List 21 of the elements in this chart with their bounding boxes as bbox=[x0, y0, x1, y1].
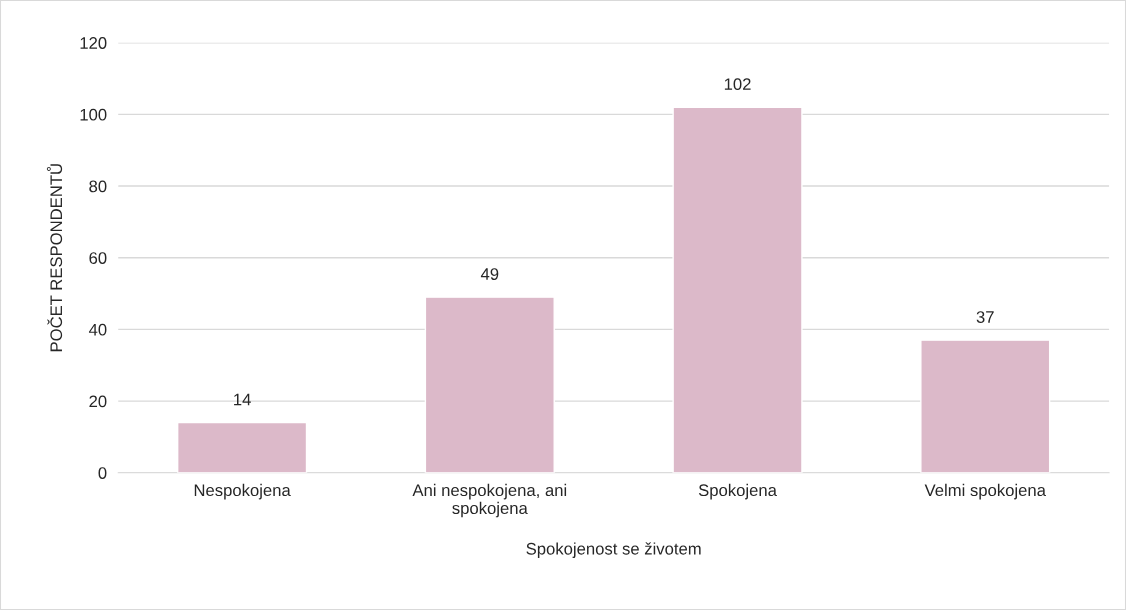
y-tick-label: 120 bbox=[80, 37, 107, 49]
x-axis-title: Spokojenost se životem bbox=[526, 542, 701, 558]
x-tick-label: Spokojena bbox=[698, 483, 777, 500]
x-tick-label: Velmi spokojena bbox=[924, 483, 1046, 500]
bar bbox=[424, 296, 555, 473]
data-label: 14 bbox=[234, 393, 251, 406]
y-tick-label: 40 bbox=[88, 323, 107, 336]
y-tick-label: 80 bbox=[89, 180, 107, 193]
y-axis-title: POČET RESPONDENTŮ bbox=[46, 164, 63, 352]
y-tick-label: 0 bbox=[98, 467, 107, 479]
bar bbox=[176, 421, 308, 473]
bar bbox=[920, 339, 1051, 473]
x-tick-label: Nespokojena bbox=[194, 483, 291, 500]
x-tick-label: Ani nespokojena, ani spokojena bbox=[412, 483, 567, 518]
data-label: 102 bbox=[724, 78, 751, 91]
y-tick-label: 60 bbox=[89, 252, 107, 264]
data-label: 49 bbox=[480, 268, 499, 280]
y-tick-label: 20 bbox=[89, 395, 107, 408]
data-label: 37 bbox=[976, 311, 994, 323]
bar bbox=[672, 106, 803, 473]
y-tick-label: 100 bbox=[80, 108, 107, 121]
